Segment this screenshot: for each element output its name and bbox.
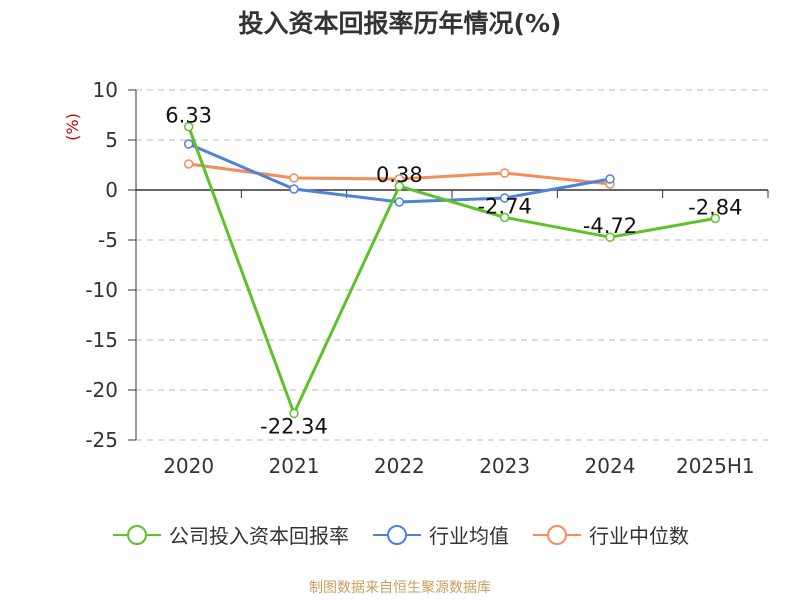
data-label: -22.34 [260,414,328,438]
data-point [394,197,405,207]
x-tick-label: 2022 [374,454,425,478]
y-tick-label: -15 [85,328,118,352]
chart-title: 投入资本回报率历年情况(%) [238,9,562,38]
legend-label: 行业均值 [429,524,509,548]
y-tick-label: 10 [93,78,118,102]
data-point [183,139,194,149]
legend-marker-icon [113,524,161,545]
x-tick-label: 2021 [269,454,320,478]
y-tick-label: -10 [85,278,118,302]
chart-legend: 公司投入资本回报率 行业均值 行业中位数 [0,520,800,549]
y-axis-label: (%) [63,113,82,141]
legend-marker-icon [373,524,421,545]
series-line [187,126,716,415]
x-tick-label: 2020 [163,454,214,478]
data-point [183,159,194,169]
data-point [499,212,510,223]
legend-item: 公司投入资本回报率 [111,520,349,549]
data-point [499,168,510,178]
y-tick-label: -5 [98,228,118,252]
data-point [183,121,194,132]
y-tick-label: 0 [105,178,118,202]
data-label: -2.74 [477,194,531,218]
data-label: 6.33 [165,104,212,128]
legend-label: 行业中位数 [589,524,689,548]
data-point [394,181,405,191]
data-point [605,232,615,242]
y-tick-label: 5 [105,128,118,152]
legend-item: 行业中位数 [531,520,689,549]
legend-item: 行业均值 [371,520,509,549]
data-label: -2.84 [688,195,742,219]
data-label: -4.72 [583,214,637,238]
x-tick-label: 2024 [585,454,636,478]
data-label: 0.38 [376,163,423,187]
x-tick-label: 2023 [479,454,530,478]
legend-label: 公司投入资本回报率 [169,524,349,548]
y-tick-label: -25 [85,428,118,452]
data-point [605,174,615,184]
data-point [710,213,721,224]
data-point [289,173,299,183]
y-tick-label: -20 [85,378,118,402]
data-point [289,184,299,194]
legend-marker-icon [533,524,581,545]
data-point [499,193,510,203]
x-tick-label: 2025H1 [676,454,755,478]
data-point [289,408,299,419]
chart-source: 制图数据来自恒生聚源数据库 [309,580,491,596]
